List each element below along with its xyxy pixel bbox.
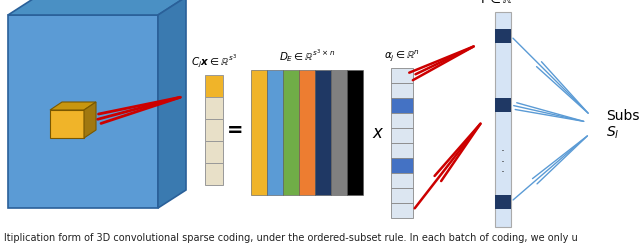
Bar — [495, 12, 511, 227]
Bar — [495, 195, 511, 209]
Text: Subset
$S_l$: Subset $S_l$ — [606, 109, 640, 141]
Text: =: = — [227, 121, 243, 139]
Bar — [391, 128, 413, 143]
Polygon shape — [8, 15, 158, 208]
Text: $\boldsymbol{D_E}\in\mathbb{R}^{s^3\times n}$: $\boldsymbol{D_E}\in\mathbb{R}^{s^3\time… — [279, 48, 335, 65]
Bar — [391, 68, 413, 83]
Bar — [283, 70, 299, 195]
Bar — [391, 203, 413, 218]
Text: $\boldsymbol{C_j}\boldsymbol{x}\in\mathbb{R}^{s^3}$: $\boldsymbol{C_j}\boldsymbol{x}\in\mathb… — [191, 52, 237, 70]
Bar — [299, 70, 315, 195]
Polygon shape — [158, 0, 186, 208]
Text: .: . — [501, 141, 505, 154]
Text: $\boldsymbol{\alpha_j}\in\mathbb{R}^{n}$: $\boldsymbol{\alpha_j}\in\mathbb{R}^{n}$ — [384, 48, 420, 63]
Bar — [391, 83, 413, 98]
Bar — [331, 70, 347, 195]
Bar — [205, 163, 223, 185]
Bar — [267, 70, 283, 195]
Bar — [205, 97, 223, 119]
Bar — [391, 188, 413, 203]
Bar — [391, 173, 413, 188]
Text: ltiplication form of 3D convolutional sparse coding, under the ordered-subset ru: ltiplication form of 3D convolutional sp… — [4, 233, 578, 243]
Text: $\boldsymbol{\mathit{\Gamma}}\in\mathbb{R}^{Nn}$: $\boldsymbol{\mathit{\Gamma}}\in\mathbb{… — [480, 0, 526, 7]
Polygon shape — [50, 110, 84, 138]
Bar — [315, 70, 331, 195]
Text: .: . — [501, 152, 505, 165]
Text: .: . — [501, 162, 505, 176]
Polygon shape — [84, 102, 96, 138]
Bar — [495, 29, 511, 43]
Bar — [347, 70, 363, 195]
Bar — [391, 143, 413, 158]
Polygon shape — [8, 0, 186, 15]
Bar — [205, 119, 223, 141]
Bar — [251, 70, 267, 195]
Bar — [391, 158, 413, 173]
Polygon shape — [50, 102, 96, 110]
Bar — [495, 98, 511, 112]
Bar — [205, 141, 223, 163]
Bar — [391, 113, 413, 128]
Bar — [391, 98, 413, 113]
Bar — [205, 75, 223, 97]
Text: x: x — [372, 124, 382, 141]
